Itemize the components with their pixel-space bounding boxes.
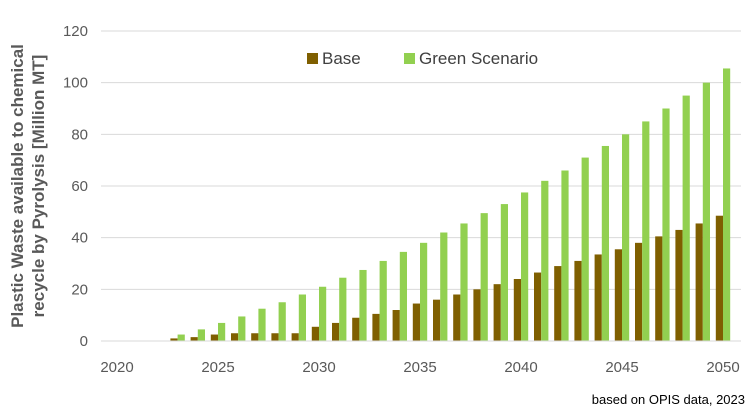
bar (594, 254, 602, 341)
bar (197, 329, 205, 342)
bar (271, 333, 279, 341)
bar (311, 326, 319, 341)
bar (695, 223, 703, 341)
bar (642, 121, 650, 341)
bar (359, 269, 367, 341)
y-axis-title: Plastic Waste available to chemical recy… (8, 44, 48, 328)
bar (662, 108, 670, 341)
legend-swatch-green-scenario (404, 53, 415, 64)
x-tick-label: 2035 (403, 359, 436, 376)
bar (723, 68, 731, 342)
bar (298, 294, 306, 341)
x-tick-label: 2050 (706, 359, 739, 376)
bar (715, 215, 723, 341)
bar (352, 317, 360, 341)
source-note: based on OPIS data, 2023 (592, 392, 745, 407)
bar (251, 333, 259, 341)
y-tick-labels: 0 20 40 60 80 100 120 (63, 23, 88, 350)
bar (561, 170, 569, 341)
bar (399, 251, 407, 342)
bar (601, 145, 609, 341)
bar (258, 308, 266, 341)
bar (177, 334, 185, 341)
bar (379, 260, 387, 341)
x-tick-label: 2045 (605, 359, 638, 376)
bar (480, 213, 488, 342)
bar (278, 302, 286, 341)
legend-label-green-scenario: Green Scenario (419, 49, 538, 68)
x-tick-label: 2025 (201, 359, 234, 376)
x-tick-label: 2040 (504, 359, 537, 376)
bar (574, 260, 582, 341)
bar (655, 236, 663, 342)
bar (675, 229, 683, 341)
y-tick-label: 60 (71, 178, 88, 195)
bar (319, 286, 327, 341)
bar (554, 266, 562, 341)
x-tick-labels: 2020 2025 2030 2035 2040 2045 2050 (100, 359, 739, 376)
bar (210, 334, 218, 341)
y-tick-label: 80 (71, 126, 88, 143)
series-green-scenario (177, 68, 731, 342)
legend: Base Green Scenario (307, 49, 538, 68)
bar (433, 299, 441, 341)
gridlines (101, 30, 741, 290)
y-tick-label: 20 (71, 281, 88, 298)
bar (170, 338, 178, 341)
bars (170, 68, 731, 342)
bar (521, 192, 529, 341)
bar (460, 223, 468, 341)
bar (392, 310, 400, 341)
legend-label-base: Base (322, 49, 361, 68)
series-base (170, 215, 723, 342)
bar (635, 242, 643, 341)
bar (534, 272, 542, 341)
bar (440, 232, 448, 341)
bar (372, 313, 380, 342)
bar (412, 303, 420, 341)
y-tick-label: 120 (63, 23, 88, 40)
bar (500, 204, 508, 341)
y-tick-label: 40 (71, 230, 88, 247)
bar (682, 95, 690, 341)
bar (541, 180, 549, 341)
y-tick-label: 0 (80, 333, 88, 350)
bar (420, 242, 428, 341)
bar (581, 157, 589, 341)
bar (622, 134, 630, 341)
bar (190, 337, 198, 342)
bar (332, 322, 340, 341)
y-axis-title-line-1: Plastic Waste available to chemical (8, 44, 27, 328)
bar (291, 333, 299, 341)
bar (702, 82, 710, 342)
y-axis-title-line-2: recycle by Pyrolysis [Million MT] (29, 55, 48, 318)
bar (513, 279, 521, 341)
x-tick-label: 2030 (302, 359, 335, 376)
bar (493, 284, 501, 341)
bar (453, 294, 461, 341)
legend-swatch-base (307, 53, 318, 64)
bar (473, 289, 481, 341)
bar (339, 277, 347, 341)
bar (231, 333, 239, 341)
bar (614, 249, 622, 341)
x-tick-label: 2020 (100, 359, 133, 376)
bar (238, 316, 246, 341)
bar (218, 322, 226, 341)
y-tick-label: 100 (63, 75, 88, 92)
